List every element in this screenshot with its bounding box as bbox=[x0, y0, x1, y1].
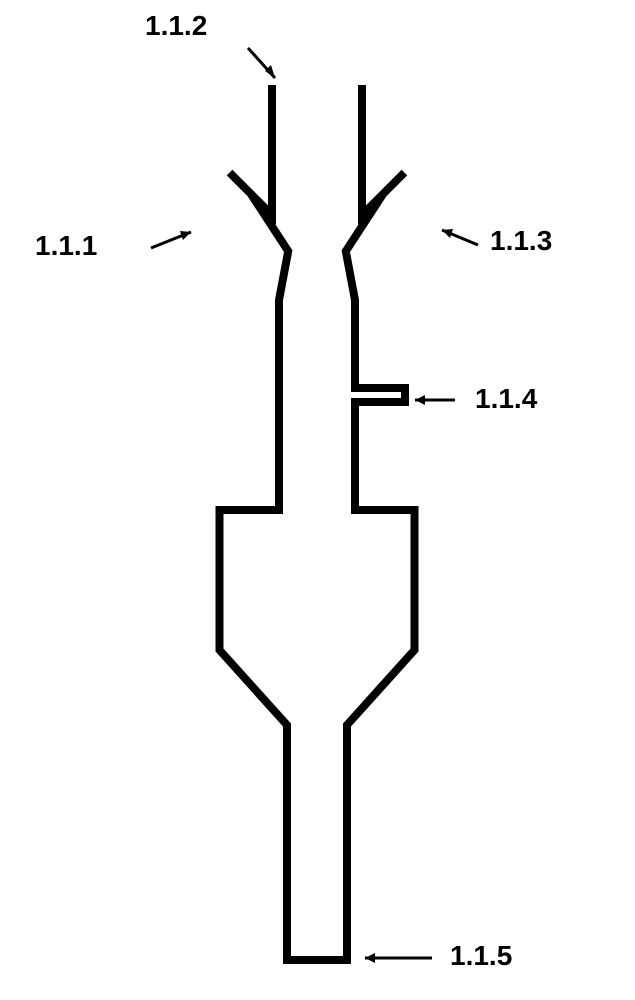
vessel-outline bbox=[0, 0, 635, 1000]
arrow-top-left bbox=[151, 231, 191, 248]
arrow-top-right bbox=[442, 229, 478, 245]
arrow-middle-right bbox=[415, 395, 455, 405]
arrow-top-center bbox=[248, 48, 275, 78]
label-top-left: 1.1.1 bbox=[35, 230, 97, 262]
label-middle-right: 1.1.4 bbox=[475, 383, 537, 415]
label-bottom-right: 1.1.5 bbox=[450, 940, 512, 972]
technical-diagram: 1.1.2 1.1.1 1.1.3 1.1.4 1.1.5 bbox=[0, 0, 635, 1000]
label-top-center: 1.1.2 bbox=[145, 10, 207, 42]
arrow-bottom-right bbox=[365, 953, 432, 963]
label-top-right: 1.1.3 bbox=[490, 225, 552, 257]
